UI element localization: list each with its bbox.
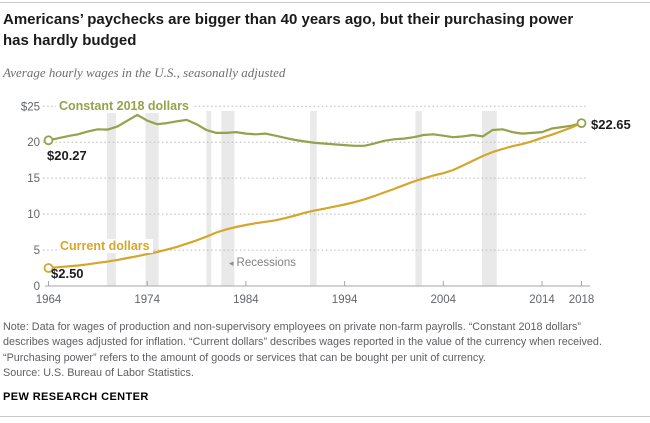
recession-band (106, 111, 116, 286)
y-tick-label: 5 (34, 245, 40, 257)
x-tick-label: 1964 (36, 294, 62, 306)
top-divider (0, 2, 650, 3)
recessions-label: Recessions (236, 257, 296, 269)
recession-band (145, 111, 159, 286)
y-tick-label: $25 (21, 101, 40, 113)
recession-band (206, 111, 212, 286)
endpoint-marker (43, 135, 54, 146)
x-tick-label: 2004 (431, 294, 457, 306)
x-tick-label: 2018 (569, 294, 595, 306)
title-line-2: has hardly budged (3, 32, 137, 49)
x-tick-label: 1974 (134, 294, 160, 306)
recession-band (482, 111, 497, 286)
title-line-1: Americans’ paychecks are bigger than 40 … (3, 11, 574, 28)
recession-band (310, 111, 317, 286)
current-dollars-line (47, 121, 583, 270)
note-line: Note: Data for wages of production and n… (3, 321, 581, 333)
chart-subtitle: Average hourly wages in the U.S., season… (3, 65, 286, 80)
series-label-constant-dollars: Constant 2018 dollars (56, 99, 192, 113)
page-title: Americans’ paychecks are bigger than 40 … (3, 9, 643, 51)
x-tick-label: 1994 (332, 294, 358, 306)
brand-wordmark: PEW RESEARCH CENTER (3, 391, 149, 403)
note-line: “Purchasing power” refers to the amount … (3, 351, 486, 364)
series-label-current-dollars: Current dollars (57, 239, 153, 253)
note-line: describes wages adjusted for inflation. … (3, 336, 602, 349)
start-value-current: $2.50 (51, 266, 84, 281)
start-value-constant: $20.27 (47, 148, 87, 163)
constant-dollars-line (47, 113, 583, 147)
recession-band (221, 111, 235, 286)
endpoint-marker (43, 263, 54, 273)
recession-band (415, 111, 422, 286)
endpoint-marker (576, 118, 587, 128)
source-line: Source: U.S. Bureau of Labor Statistics. (3, 367, 194, 380)
y-tick-label: 15 (27, 173, 40, 185)
x-tick-label: 2014 (529, 294, 555, 306)
x-tick-label: 1984 (233, 294, 259, 306)
left-arrow-icon: ◂ (229, 257, 234, 268)
recessions-annotation: ◂ Recessions (229, 257, 296, 269)
y-tick-label: 10 (27, 209, 40, 221)
y-tick-label: 0 (34, 281, 40, 293)
y-tick-label: 20 (27, 137, 40, 149)
bottom-divider (0, 416, 650, 417)
end-value: $22.65 (591, 117, 631, 132)
chart-notes: Note: Data for wages of production and n… (3, 320, 647, 382)
